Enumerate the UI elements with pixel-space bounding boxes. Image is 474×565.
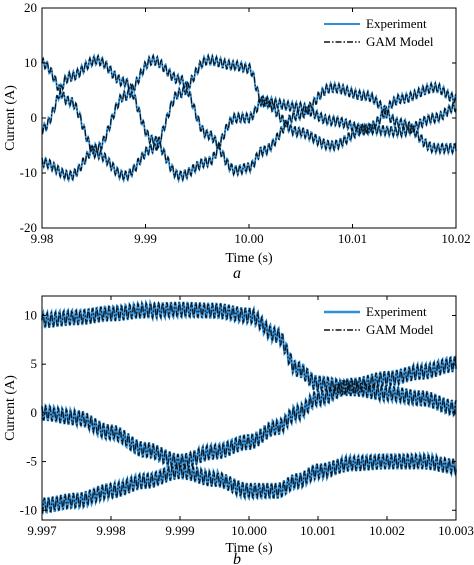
x-tick-label-b: 10.000 <box>231 523 267 538</box>
series-line-experiment-phase-b-b <box>40 355 458 474</box>
x-tick-label-b: 10.003 <box>438 523 474 538</box>
y-axis-label-b: Current (A) <box>3 375 18 441</box>
series-layer-a <box>41 52 457 184</box>
x-tick-label-b: 10.001 <box>300 523 336 538</box>
x-tick-label-a: 10.00 <box>234 231 263 246</box>
x-tick-label-b: 9.999 <box>165 523 194 538</box>
tick-layer-b: 9.997 9.998 9.999 10.000 10.001 10.002 10.003 -… <box>20 296 474 538</box>
legend-b: Experiment GAM Model <box>318 300 448 338</box>
chart-panel-b: 9.997 9.998 9.999 10.000 10.001 10.002 10.003 -… <box>3 295 474 565</box>
chart-panel-a: 9.98 9.99 10.00 10.01 10.02 -20 -10 0 10 20 Time … <box>3 0 471 282</box>
legend-a: Experiment GAM Model <box>318 12 448 50</box>
y-tick-label-a: 20 <box>24 0 37 15</box>
y-tick-label-a: -20 <box>20 220 37 235</box>
y-tick-label-b: -10 <box>20 502 37 517</box>
x-tick-label-b: 9.997 <box>27 523 57 538</box>
x-tick-label-b: 9.998 <box>96 523 125 538</box>
legend-label-experiment-a: Experiment <box>366 16 427 31</box>
x-axis-label-b: Time (s) <box>225 541 273 556</box>
series-line-gam-model-phase-b-b <box>41 356 457 471</box>
legend-label-gam-b: GAM Model <box>366 322 434 337</box>
y-tick-label-a: 10 <box>24 55 37 70</box>
y-tick-label-b: -5 <box>26 454 37 469</box>
legend-box-b <box>318 300 448 338</box>
panel-caption-a: a <box>233 265 241 282</box>
legend-box-a <box>318 12 448 50</box>
series-line-gam-model-phase-c-a <box>41 54 457 183</box>
x-axis-label-a: Time (s) <box>225 251 273 266</box>
legend-label-gam-a: GAM Model <box>366 34 434 49</box>
y-tick-label-a: 0 <box>31 110 38 125</box>
x-tick-label-a: 10.02 <box>441 231 470 246</box>
legend-label-experiment-b: Experiment <box>366 304 427 319</box>
series-line-gam-model-phase-a-a <box>41 53 457 183</box>
panel-caption-b: b <box>233 551 241 565</box>
series-layer-b <box>40 298 458 515</box>
y-tick-label-a: -10 <box>20 165 37 180</box>
y-tick-label-b: 10 <box>24 307 37 322</box>
y-axis-label-a: Current (A) <box>3 85 18 151</box>
x-tick-label-a: 9.99 <box>134 231 157 246</box>
y-tick-label-b: 0 <box>31 405 38 420</box>
y-tick-label-b: 5 <box>31 356 38 371</box>
x-tick-label-a: 9.98 <box>31 231 54 246</box>
series-line-gam-model-phase-a-b <box>41 300 457 417</box>
x-tick-label-a: 10.01 <box>338 231 367 246</box>
series-line-gam-model-phase-c-b <box>41 452 457 514</box>
tick-layer-a: 9.98 9.99 10.00 10.01 10.02 -20 -10 0 10 20 <box>20 0 471 246</box>
x-tick-label-b: 10.002 <box>369 523 405 538</box>
series-line-experiment-phase-c-b <box>41 450 458 515</box>
series-line-gam-model-phase-b-a <box>41 53 457 182</box>
